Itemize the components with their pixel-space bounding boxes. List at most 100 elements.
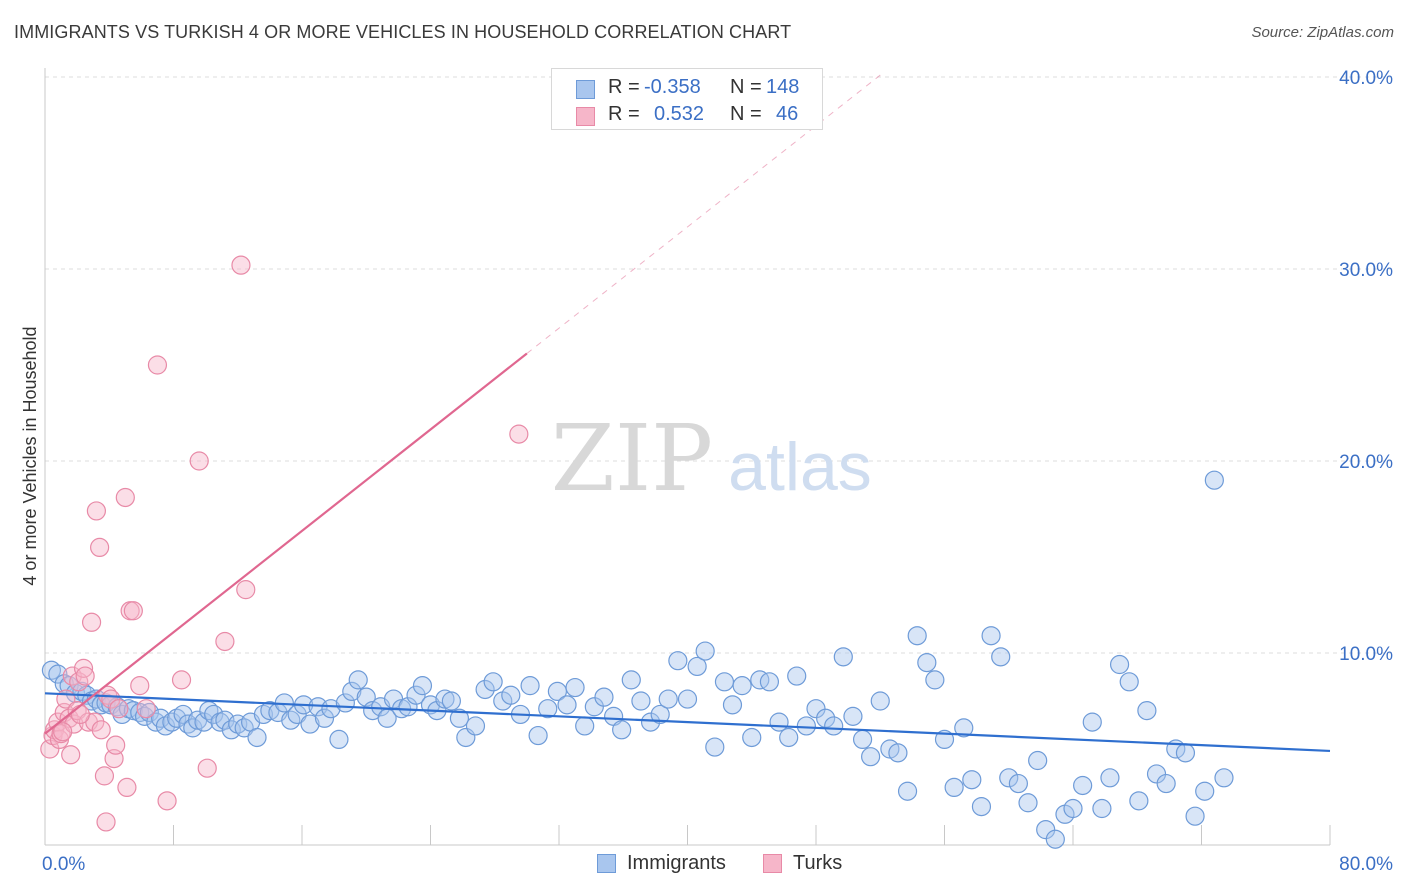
immigrants-point — [971, 796, 992, 817]
immigrants-point — [215, 710, 235, 730]
immigrants-point — [465, 716, 486, 736]
immigrants-point — [991, 647, 1011, 667]
immigrants-point — [398, 697, 418, 717]
turks-point — [509, 424, 529, 444]
legend-n-label: N = — [730, 76, 762, 98]
immigrants-point — [705, 737, 725, 757]
immigrants-point — [769, 712, 789, 732]
immigrants-point — [714, 672, 735, 692]
immigrants-point — [1082, 712, 1102, 732]
immigrants-point — [584, 697, 604, 717]
immigrants-point — [329, 729, 349, 750]
turks-point — [101, 689, 121, 709]
immigrants-point — [852, 729, 873, 750]
immigrants-point — [925, 670, 945, 690]
immigrants-point — [668, 651, 688, 671]
immigrants-point — [621, 670, 641, 690]
immigrants-point — [528, 725, 548, 746]
bottom-legend-label-turks: Turks — [793, 852, 843, 874]
correlation-legend: R = -0.358 N = 148 R = 0.532 N = 46 — [551, 68, 823, 130]
legend-r-label: R = — [608, 76, 640, 98]
legend-n-value: 148 — [766, 76, 800, 98]
immigrants-point — [944, 777, 964, 798]
immigrants-point — [1204, 470, 1224, 490]
immigrants-point — [565, 677, 585, 698]
immigrants-point — [1018, 793, 1038, 813]
immigrants-point — [954, 718, 974, 738]
turks-point — [117, 777, 137, 798]
immigrants-point — [888, 743, 908, 763]
immigrants-point — [824, 716, 844, 736]
tick-labels: 10.0% 20.0% 30.0% 40.0% 0.0% 80.0% — [42, 68, 1393, 875]
turks-point — [215, 631, 235, 652]
y-tick-label: 10.0% — [1339, 644, 1393, 665]
turks-point — [236, 580, 256, 600]
immigrants-point — [870, 691, 890, 711]
immigrants-point — [173, 704, 193, 725]
turks-point — [70, 704, 90, 725]
immigrants-point — [48, 664, 68, 684]
immigrants-point — [833, 647, 853, 667]
turks-point — [123, 601, 143, 621]
immigrants-point — [742, 727, 762, 748]
turks-point — [96, 812, 116, 832]
turks-point — [81, 612, 102, 632]
immigrants-point — [1045, 829, 1065, 849]
immigrants-point — [612, 720, 632, 740]
turks-point — [73, 658, 94, 678]
immigrants-point — [1195, 781, 1215, 801]
turks-points — [40, 255, 529, 832]
immigrants-point — [557, 695, 577, 715]
watermark: ZIP atlas — [551, 405, 872, 512]
bottom-legend-swatch-turks — [763, 854, 782, 873]
turks-point — [106, 735, 126, 755]
chart-title: IMMIGRANTS VS TURKISH 4 OR MORE VEHICLES… — [14, 22, 792, 42]
legend-n-value: 46 — [776, 103, 799, 125]
turks-point — [197, 758, 217, 778]
immigrants-point — [194, 712, 214, 732]
turks-point — [115, 487, 135, 508]
bottom-legend-label-immigrants: Immigrants — [627, 852, 726, 874]
immigrants-point — [1119, 672, 1139, 692]
legend-r-label: R = — [608, 103, 640, 125]
immigrants-point — [907, 626, 927, 646]
chart-source: Source: ZipAtlas.com — [1251, 24, 1394, 41]
immigrants-point — [321, 699, 341, 719]
immigrants-point — [204, 704, 224, 725]
immigrants-point — [695, 641, 715, 661]
immigrants-point — [722, 695, 743, 715]
turks-point — [130, 676, 150, 696]
immigrants-point — [1146, 764, 1167, 784]
bottom-legend-swatch-immigrants — [597, 854, 616, 873]
y-tick-label: 40.0% — [1339, 68, 1393, 89]
y-tick-label: 20.0% — [1339, 452, 1393, 473]
grid-lines — [45, 76, 1392, 654]
immigrants-point — [594, 687, 614, 707]
immigrants-point — [843, 706, 863, 726]
immigrants-point — [732, 676, 752, 696]
axes — [44, 68, 1331, 846]
immigrants-point — [342, 681, 362, 702]
immigrants-point — [1063, 798, 1083, 819]
legend-n-label: N = — [730, 103, 762, 125]
immigrants-point — [406, 685, 426, 705]
immigrants-point — [575, 716, 595, 736]
immigrants-point — [348, 670, 368, 690]
watermark-atlas: atlas — [728, 429, 872, 505]
turks-point — [86, 501, 107, 521]
legend-swatch-immigrants — [576, 80, 595, 99]
immigrants-point — [917, 652, 937, 673]
immigrants-point — [759, 672, 780, 692]
immigrants-point — [796, 716, 816, 736]
immigrants-point — [1175, 743, 1196, 763]
turks-point — [189, 451, 209, 471]
immigrants-point — [441, 691, 461, 711]
immigrants-point — [1073, 775, 1093, 796]
turks-point — [136, 699, 156, 719]
turks-point — [94, 766, 115, 786]
turks-point — [147, 355, 168, 375]
immigrants-point — [1129, 791, 1149, 811]
immigrants-point — [1214, 768, 1234, 788]
immigrants-point — [897, 781, 918, 801]
immigrants-point — [861, 747, 881, 767]
